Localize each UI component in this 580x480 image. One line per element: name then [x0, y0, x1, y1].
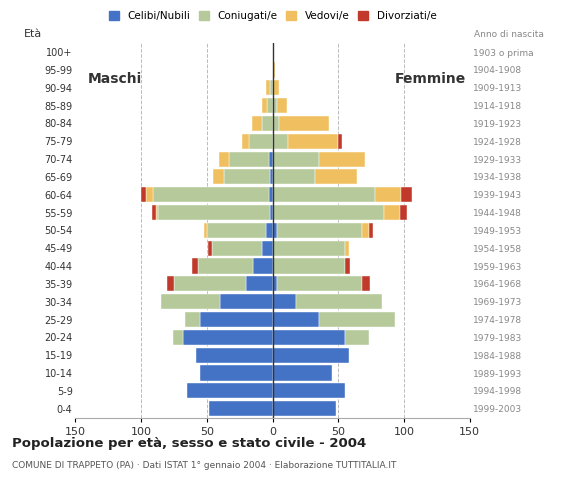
Bar: [219, 152, 229, 167]
Bar: [279, 116, 329, 131]
Text: Anno di nascita: Anno di nascita: [474, 30, 543, 39]
Bar: [273, 365, 332, 381]
Bar: [273, 134, 288, 149]
Bar: [277, 98, 287, 113]
Bar: [368, 223, 372, 238]
Bar: [252, 116, 262, 131]
Bar: [273, 401, 336, 416]
Bar: [318, 152, 365, 167]
Bar: [197, 348, 273, 363]
Bar: [273, 98, 277, 113]
Bar: [273, 80, 279, 96]
Bar: [273, 383, 345, 398]
Text: Popolazione per età, sesso e stato civile - 2004: Popolazione per età, sesso e stato civil…: [12, 437, 366, 450]
Text: COMUNE DI TRAPPETO (PA) · Dati ISTAT 1° gennaio 2004 · Elaborazione TUTTITALIA.I: COMUNE DI TRAPPETO (PA) · Dati ISTAT 1° …: [12, 461, 396, 470]
Bar: [155, 205, 158, 220]
Text: Femmine: Femmine: [395, 72, 466, 86]
Bar: [158, 205, 270, 220]
Bar: [253, 258, 273, 274]
Legend: Celibi/Nubili, Coniugati/e, Vedovi/e, Divorziati/e: Celibi/Nubili, Coniugati/e, Vedovi/e, Di…: [109, 11, 436, 21]
Bar: [208, 240, 212, 256]
Bar: [273, 116, 279, 131]
Bar: [200, 312, 273, 327]
Bar: [141, 187, 146, 203]
Bar: [362, 276, 370, 291]
Bar: [168, 276, 174, 291]
Bar: [153, 187, 269, 203]
Bar: [174, 276, 246, 291]
Bar: [184, 312, 200, 327]
Bar: [273, 169, 315, 184]
Bar: [270, 205, 273, 220]
Bar: [220, 294, 273, 309]
Bar: [151, 205, 155, 220]
Bar: [262, 98, 267, 113]
Bar: [273, 312, 318, 327]
Bar: [277, 223, 362, 238]
Bar: [207, 223, 266, 238]
Bar: [273, 223, 277, 238]
Bar: [315, 169, 357, 184]
Bar: [385, 205, 400, 220]
Bar: [267, 98, 273, 113]
Bar: [266, 223, 273, 238]
Bar: [161, 294, 220, 309]
Bar: [296, 294, 382, 309]
Bar: [183, 330, 273, 345]
Bar: [187, 383, 273, 398]
Bar: [273, 276, 277, 291]
Bar: [269, 152, 273, 167]
Bar: [273, 187, 375, 203]
Bar: [249, 134, 273, 149]
Bar: [266, 80, 270, 96]
Bar: [375, 187, 401, 203]
Bar: [209, 401, 273, 416]
Bar: [200, 365, 273, 381]
Bar: [213, 169, 224, 184]
Bar: [262, 116, 273, 131]
Bar: [273, 205, 385, 220]
Bar: [173, 330, 183, 345]
Bar: [204, 223, 207, 238]
Text: Maschi: Maschi: [88, 72, 142, 86]
Bar: [246, 276, 273, 291]
Bar: [224, 169, 270, 184]
Bar: [273, 330, 345, 345]
Bar: [345, 240, 349, 256]
Bar: [401, 187, 412, 203]
Bar: [193, 258, 198, 274]
Bar: [273, 258, 345, 274]
Bar: [270, 80, 273, 96]
Bar: [198, 258, 253, 274]
Bar: [146, 187, 153, 203]
Bar: [273, 240, 345, 256]
Bar: [338, 134, 342, 149]
Bar: [229, 152, 269, 167]
Bar: [400, 205, 407, 220]
Bar: [269, 187, 273, 203]
Bar: [262, 240, 273, 256]
Bar: [362, 223, 368, 238]
Bar: [270, 169, 273, 184]
Bar: [277, 276, 362, 291]
Bar: [318, 312, 395, 327]
Bar: [273, 348, 349, 363]
Bar: [345, 330, 368, 345]
Bar: [212, 240, 262, 256]
Bar: [273, 62, 275, 78]
Bar: [273, 294, 296, 309]
Bar: [345, 258, 350, 274]
Bar: [242, 134, 249, 149]
Bar: [288, 134, 338, 149]
Text: Età: Età: [24, 29, 42, 39]
Bar: [273, 152, 318, 167]
